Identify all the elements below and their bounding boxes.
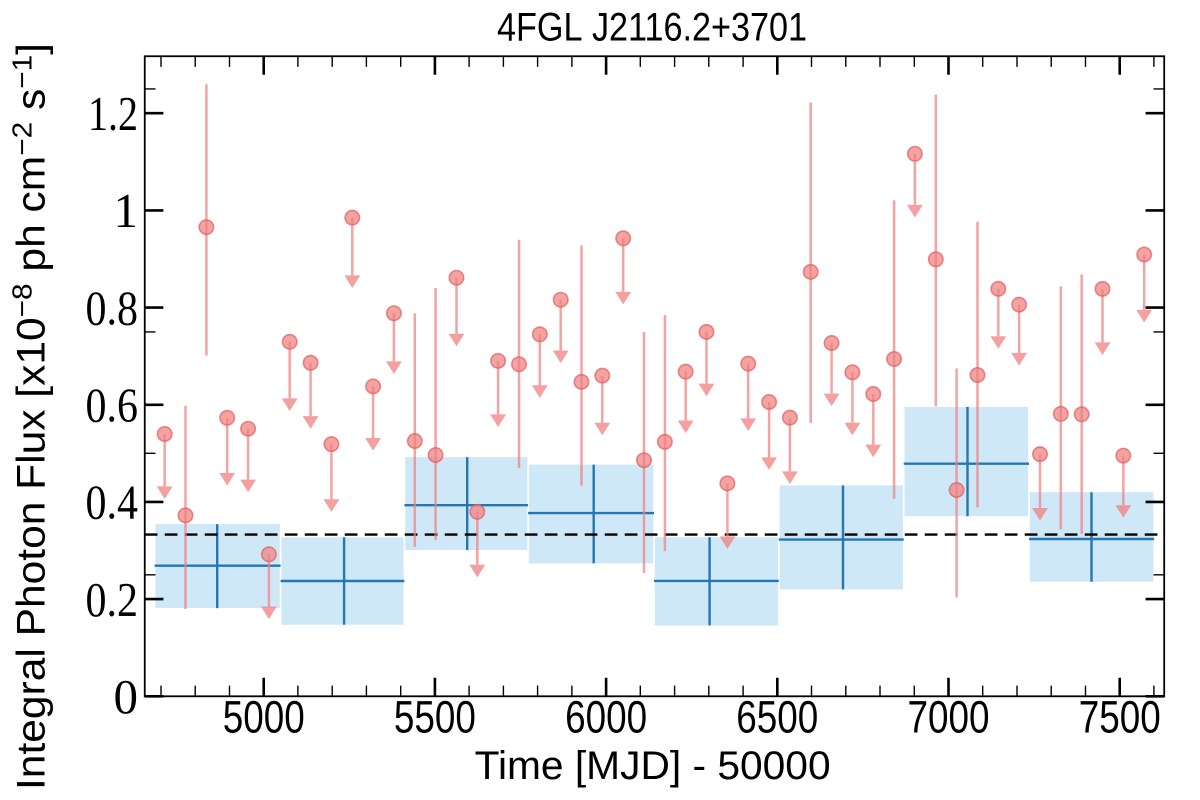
svg-text:5000: 5000 [223, 692, 305, 743]
svg-text:6500: 6500 [736, 692, 818, 743]
svg-text:0.8: 0.8 [86, 280, 139, 335]
svg-text:0.2: 0.2 [86, 572, 139, 627]
svg-text:5500: 5500 [394, 692, 476, 743]
svg-text:7000: 7000 [908, 692, 990, 743]
svg-text:1.2: 1.2 [88, 86, 138, 141]
svg-text:0.4: 0.4 [86, 475, 139, 530]
svg-text:Time [MJD] - 50000: Time [MJD] - 50000 [475, 744, 831, 788]
svg-text:1: 1 [114, 183, 139, 238]
svg-text:0.6: 0.6 [86, 378, 139, 433]
svg-text:0: 0 [114, 669, 139, 724]
svg-text:Integral Photon Flux [x10−8 ph: Integral Photon Flux [x10−8 ph cm−2 s−1] [7, 43, 54, 790]
svg-text:4FGL J2116.2+3701: 4FGL J2116.2+3701 [497, 5, 807, 49]
svg-text:6000: 6000 [565, 692, 647, 743]
svg-text:7500: 7500 [1079, 692, 1161, 743]
